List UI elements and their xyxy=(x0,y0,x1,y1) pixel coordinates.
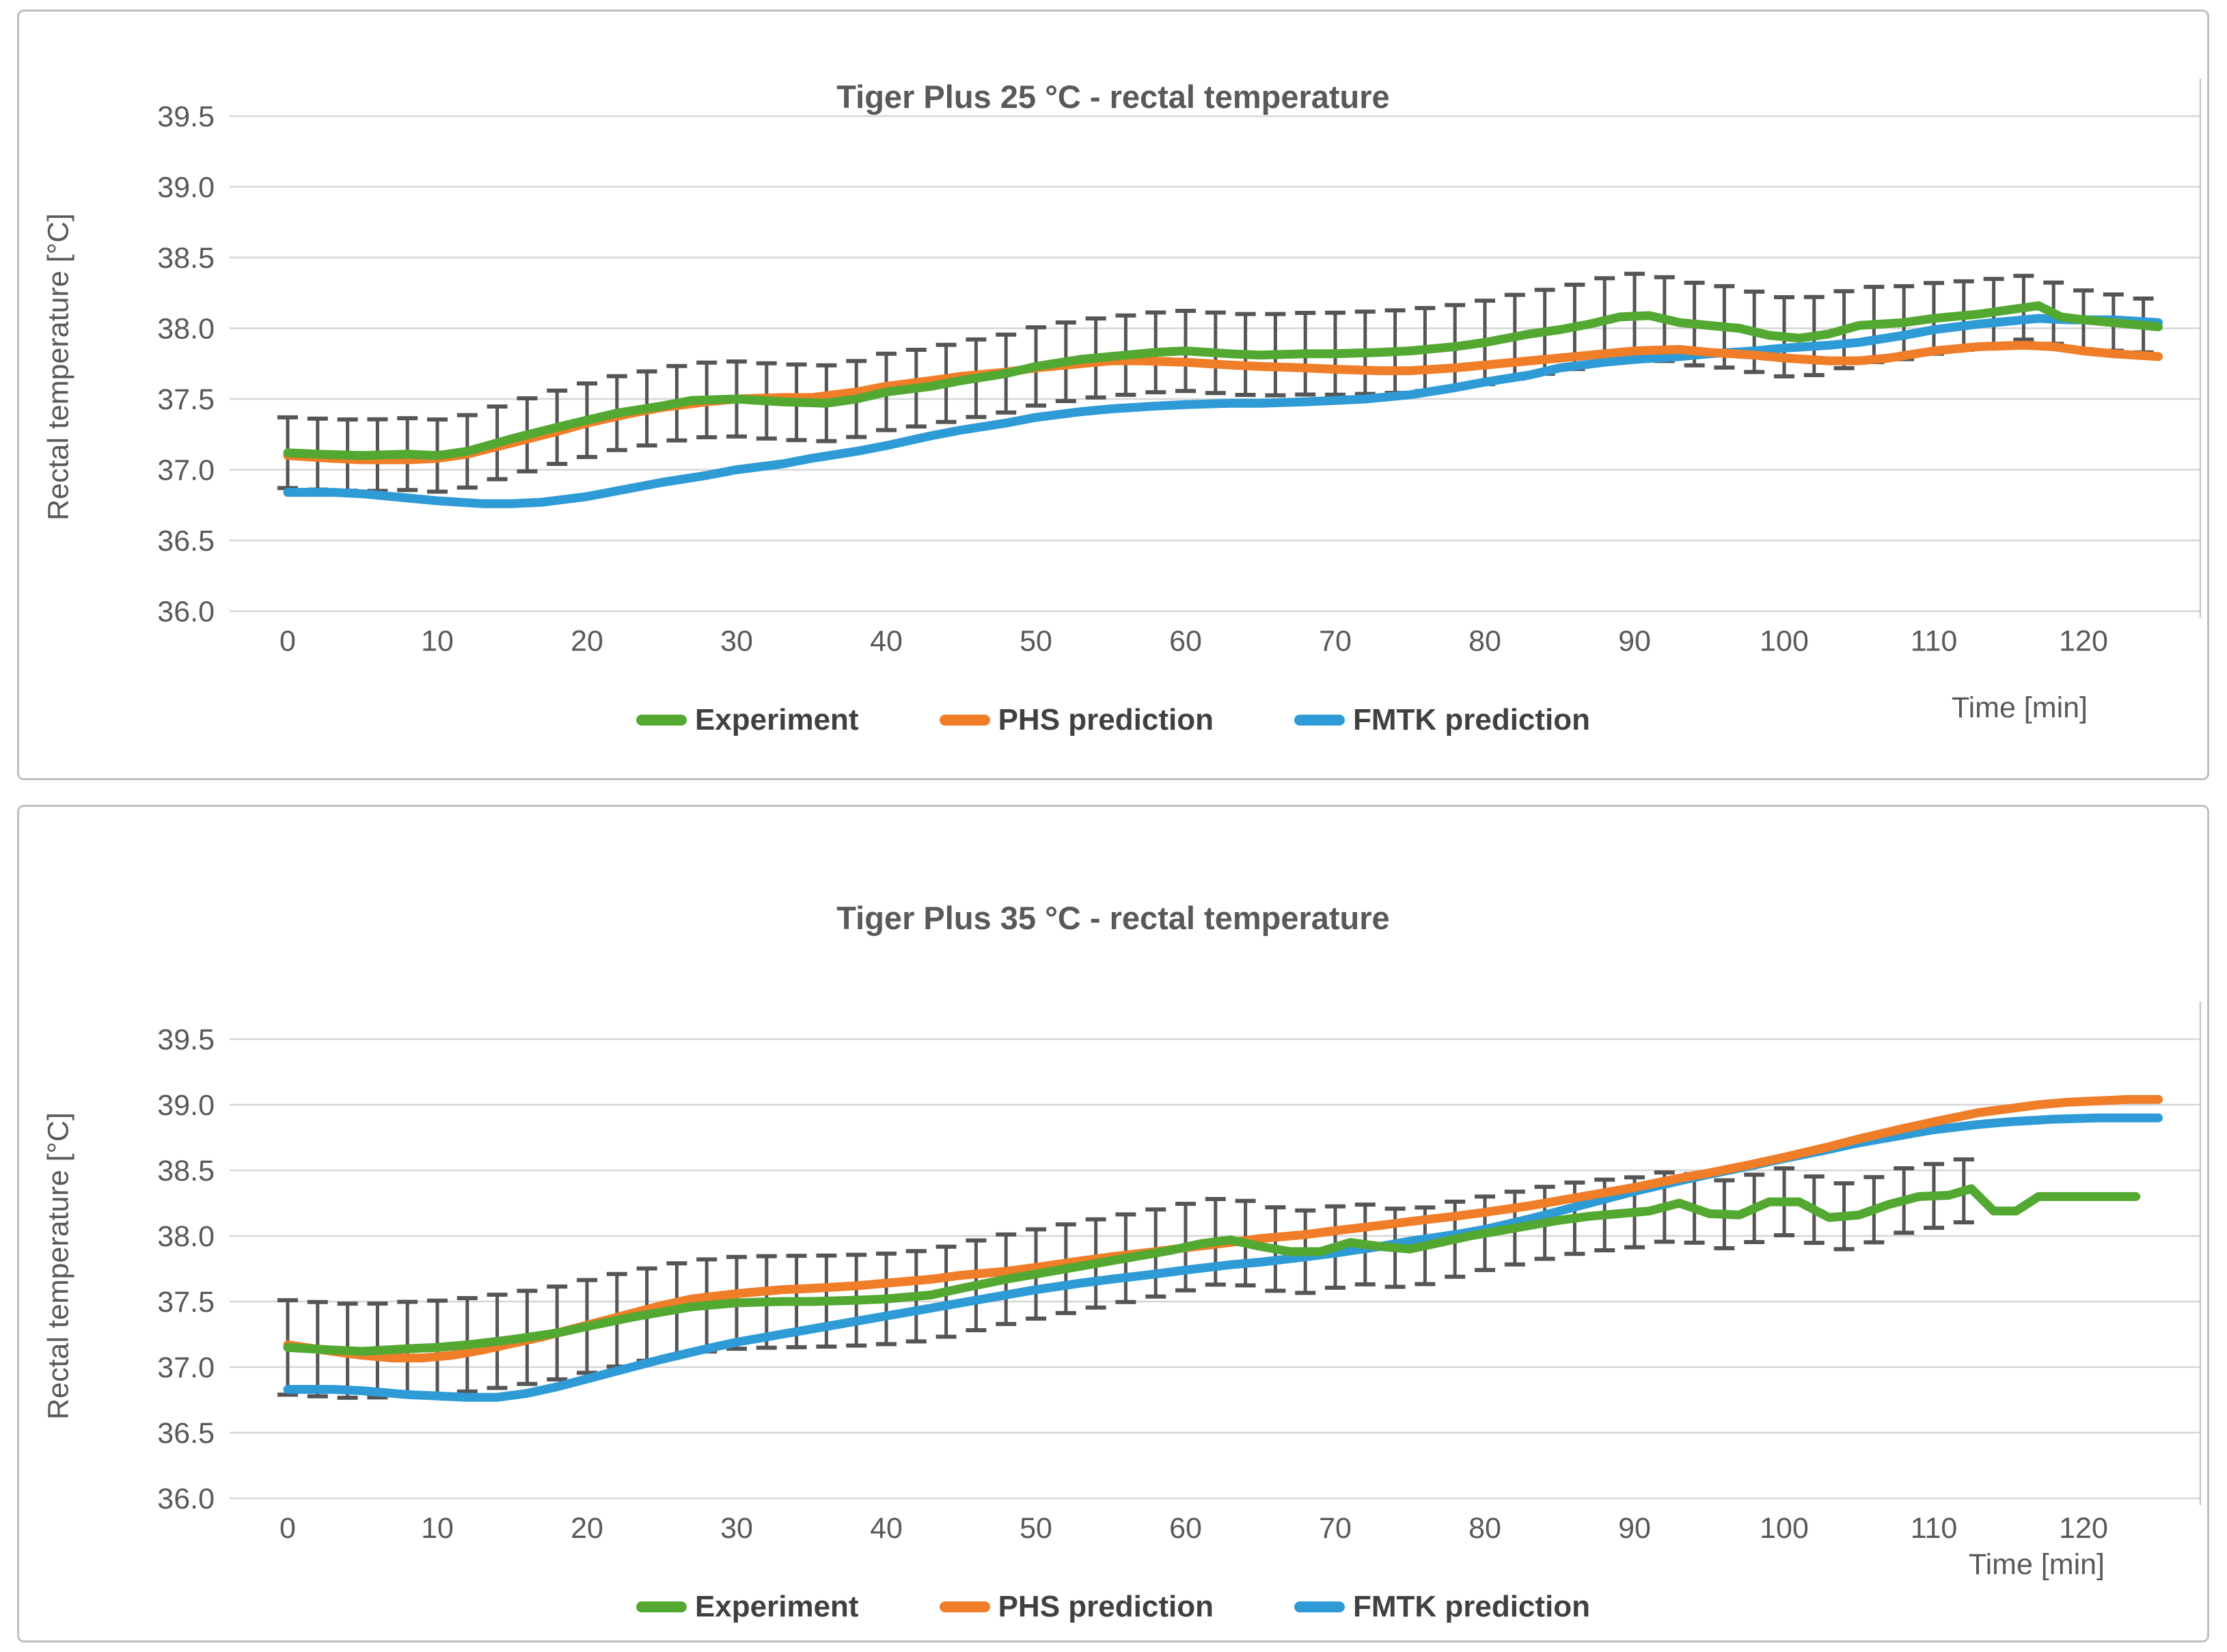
fmtk-line-swatch xyxy=(1294,1601,1345,1612)
y-tick-label: 38.0 xyxy=(157,313,215,346)
x-axis-label: Time [min] xyxy=(1951,691,2088,724)
y-tick-label: 37.0 xyxy=(157,454,215,487)
y-tick-label: 37.5 xyxy=(157,1286,215,1319)
x-tick-label: 90 xyxy=(1618,625,1651,658)
x-tick-label: 20 xyxy=(571,625,603,658)
x-tick-label: 120 xyxy=(2059,1512,2108,1545)
fmtk-line-swatch xyxy=(1294,715,1345,726)
y-tick-label: 39.5 xyxy=(157,100,215,133)
y-tick-label: 36.5 xyxy=(157,1417,215,1450)
y-tick-label: 36.5 xyxy=(157,525,215,557)
y-tick-label: 39.0 xyxy=(157,171,215,204)
x-tick-label: 40 xyxy=(870,625,903,658)
y-tick-label: 39.5 xyxy=(157,1023,215,1056)
y-tick-label: 38.0 xyxy=(157,1220,215,1253)
y-tick-label: 38.5 xyxy=(157,1155,215,1187)
x-tick-label: 10 xyxy=(421,625,454,658)
x-tick-label: 30 xyxy=(720,1512,753,1545)
x-tick-label: 40 xyxy=(870,1512,903,1545)
chart-title: Tiger Plus 25 °C - rectal temperature xyxy=(836,79,1390,115)
x-tick-label: 110 xyxy=(1911,625,1958,658)
legend-item-phs: PHS prediction xyxy=(939,703,1214,737)
legend-item-fmtk: FMTK prediction xyxy=(1294,1590,1590,1624)
chart-panel-35c: Tiger Plus 35 °C - rectal temperature Re… xyxy=(17,805,2209,1642)
phs-line-swatch xyxy=(939,1601,990,1612)
y-tick-label: 36.0 xyxy=(157,1483,215,1515)
legend-item-fmtk: FMTK prediction xyxy=(1294,703,1590,737)
x-tick-label: 0 xyxy=(279,625,296,658)
chart-title: Tiger Plus 35 °C - rectal temperature xyxy=(836,900,1390,936)
legend-label: FMTK prediction xyxy=(1352,1590,1591,1623)
x-tick-label: 110 xyxy=(1911,1512,1958,1545)
legend: Experiment PHS prediction FMTK predictio… xyxy=(19,1590,2207,1624)
x-tick-label: 50 xyxy=(1020,1512,1052,1545)
x-tick-label: 60 xyxy=(1169,1512,1202,1545)
x-tick-label: 10 xyxy=(421,1512,454,1545)
x-tick-label: 60 xyxy=(1169,625,1202,658)
x-tick-label: 90 xyxy=(1618,1512,1651,1545)
y-tick-label: 36.0 xyxy=(157,596,215,629)
y-tick-label: 37.0 xyxy=(157,1351,215,1384)
legend-item-phs: PHS prediction xyxy=(939,1590,1214,1624)
legend-item-experiment: Experiment xyxy=(636,703,859,737)
legend-label: PHS prediction xyxy=(998,703,1214,736)
legend-label: Experiment xyxy=(694,703,859,736)
plot-area: 39.5 39.0 38.5 38.0 37.5 37.0 36.5 36.0 0 10 20 30 4… xyxy=(157,79,2202,658)
x-tick-label: 30 xyxy=(720,625,753,658)
x-tick-label: 70 xyxy=(1319,1512,1352,1545)
plot-area: 39.5 39.0 38.5 38.0 37.5 37.0 36.5 36.0 0 10 20 30 4… xyxy=(157,1002,2202,1545)
y-tick-label: 37.5 xyxy=(157,383,215,416)
x-tick-label: 120 xyxy=(2059,625,2108,658)
legend-label: FMTK prediction xyxy=(1352,703,1591,736)
x-axis-label: Time [min] xyxy=(1968,1548,2105,1581)
experiment-line-swatch xyxy=(636,715,687,726)
legend-item-experiment: Experiment xyxy=(636,1590,859,1624)
series-line-fmtk-prediction xyxy=(283,314,2163,508)
series-line-phs-prediction xyxy=(283,1095,2163,1363)
x-tick-label: 70 xyxy=(1319,625,1352,658)
x-tick-label: 100 xyxy=(1760,625,1809,658)
chart-panel-25c: Tiger Plus 25 °C - rectal temperature Re… xyxy=(17,10,2209,780)
x-tick-label: 100 xyxy=(1760,1512,1809,1545)
series-line-experiment xyxy=(283,301,2163,460)
experiment-line-swatch xyxy=(636,1601,687,1612)
series-line-fmtk-prediction xyxy=(283,1113,2163,1402)
phs-line-swatch xyxy=(939,715,990,726)
x-tick-label: 20 xyxy=(571,1512,603,1545)
legend-label: Experiment xyxy=(694,1590,859,1623)
y-tick-label: 39.0 xyxy=(157,1089,215,1122)
x-tick-label: 0 xyxy=(279,1512,296,1545)
legend: Experiment PHS prediction FMTK predictio… xyxy=(19,703,2207,737)
y-tick-label: 38.5 xyxy=(157,242,215,275)
x-tick-label: 50 xyxy=(1020,625,1052,658)
x-tick-label: 80 xyxy=(1468,625,1501,658)
series-line-experiment xyxy=(283,1184,2141,1356)
legend-label: PHS prediction xyxy=(998,1590,1214,1623)
x-tick-label: 80 xyxy=(1468,1512,1501,1545)
